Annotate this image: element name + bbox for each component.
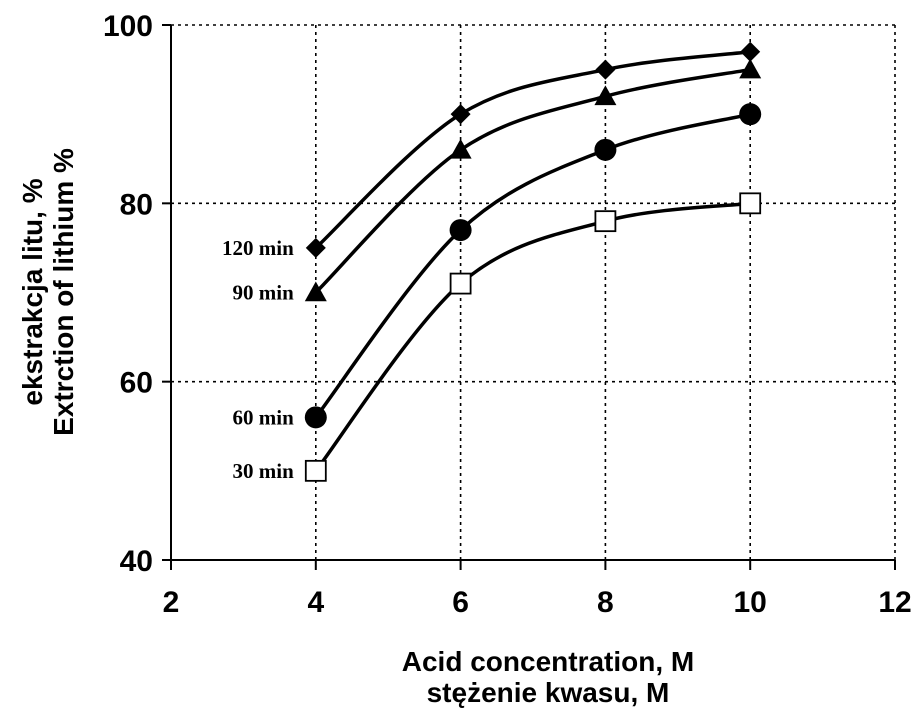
series-2-point-1 — [449, 219, 472, 242]
series-0-point-1 — [450, 104, 471, 125]
y-tick-label-100: 100 — [103, 10, 153, 43]
x-tick-label-4: 4 — [307, 586, 324, 619]
series-1-point-0 — [304, 281, 327, 302]
x-tick-label-8: 8 — [597, 586, 614, 619]
y-axis-title-line1: ekstrakcja litu, % — [17, 178, 48, 405]
series-label-3: 30 min — [233, 459, 295, 483]
y-axis-title-line2: Extrction of lithium % — [48, 148, 79, 436]
series-label-0: 120 min — [222, 236, 294, 260]
x-tick-label-12: 12 — [878, 586, 911, 619]
series-curve-2 — [314, 112, 751, 419]
y-tick-label-40: 40 — [120, 545, 153, 578]
series-2-point-0 — [304, 406, 327, 429]
y-tick-label-60: 60 — [120, 367, 153, 400]
y-tick-label-80: 80 — [120, 188, 153, 221]
x-tick-label-10: 10 — [734, 586, 767, 619]
series-markers — [304, 41, 762, 482]
series-1-point-2 — [594, 85, 617, 106]
x-axis-title-line2: stężenie kwasu, M — [427, 677, 670, 708]
series-1-point-3 — [739, 58, 762, 79]
x-tick-label-6: 6 — [452, 586, 469, 619]
series-2-point-3 — [739, 103, 762, 126]
x-tick-label-2: 2 — [163, 586, 180, 619]
series-1-point-1 — [449, 138, 472, 159]
series-curve-1 — [314, 67, 751, 294]
axes — [162, 24, 896, 570]
series-0-point-0 — [305, 237, 326, 258]
series-2-point-2 — [594, 138, 617, 161]
series-labels: 120 min 90 min 60 min 30 min — [222, 236, 294, 483]
series-label-1: 90 min — [233, 281, 295, 305]
series-0-point-3 — [740, 41, 761, 62]
series-curves — [314, 50, 751, 472]
tick-labels: 2 4 6 8 10 12 40 60 80 100 — [103, 10, 912, 619]
series-3-point-0 — [304, 459, 327, 482]
series-label-2: 60 min — [233, 405, 295, 429]
series-curve-0 — [314, 50, 751, 250]
x-axis-title-line1: Acid concentration, M — [402, 646, 694, 677]
series-3-point-1 — [449, 272, 472, 295]
series-0-point-2 — [595, 59, 616, 80]
series-3-point-2 — [594, 210, 617, 233]
series-curve-3 — [314, 201, 751, 472]
series-3-point-3 — [739, 192, 762, 215]
